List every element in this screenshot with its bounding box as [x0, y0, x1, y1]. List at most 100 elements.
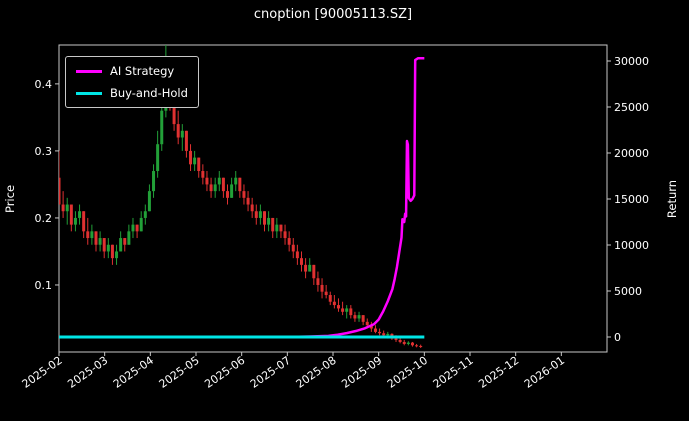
candle — [369, 321, 373, 332]
right-tick-label: 25000 — [614, 101, 649, 114]
legend: AI Strategy Buy-and-Hold — [65, 56, 199, 108]
candle — [135, 224, 139, 239]
right-tick-label: 15000 — [614, 193, 649, 206]
candle — [295, 244, 299, 265]
x-tick-label: 2025-03 — [65, 354, 110, 391]
candle — [73, 211, 77, 232]
candle — [316, 271, 320, 292]
candle — [69, 204, 73, 232]
candle — [357, 311, 361, 322]
left-tick-label: 0.3 — [35, 145, 53, 158]
candle — [94, 231, 98, 252]
candle — [65, 197, 69, 225]
candle — [180, 124, 184, 151]
candle — [258, 204, 262, 225]
candle — [90, 224, 94, 245]
right-axis-ticks: 0 5000 10000 15000 20000 25000 30000 — [607, 55, 649, 344]
candle — [332, 295, 336, 309]
left-axis-label: Price — [3, 185, 17, 213]
candle — [406, 341, 410, 346]
left-tick-label: 0.2 — [35, 212, 53, 225]
candle — [119, 231, 123, 252]
right-tick-label: 10000 — [614, 239, 649, 252]
x-tick-label: 2025-10 — [385, 354, 430, 391]
candle — [139, 211, 143, 232]
candle — [193, 150, 197, 172]
candle — [287, 231, 291, 252]
right-tick-label: 5000 — [614, 285, 642, 298]
candle — [353, 311, 357, 322]
x-tick-label: 2026-01 — [522, 354, 567, 391]
candle — [304, 258, 308, 279]
right-tick-label: 0 — [614, 331, 621, 344]
right-tick-label: 20000 — [614, 147, 649, 160]
candle — [102, 238, 106, 259]
x-tick-label: 2025-11 — [431, 354, 476, 391]
candle — [106, 238, 110, 259]
candle — [82, 211, 86, 239]
candle — [320, 278, 324, 299]
candle — [184, 130, 188, 158]
candle — [156, 130, 160, 178]
candle — [123, 238, 127, 252]
candle — [349, 305, 353, 319]
candle — [86, 217, 90, 245]
candle — [402, 339, 406, 346]
candle — [308, 258, 312, 272]
candle — [275, 217, 279, 239]
buy-and-hold-line-icon — [76, 91, 102, 95]
x-tick-label: 2025-05 — [157, 354, 202, 391]
candle — [242, 184, 246, 205]
candle — [267, 211, 271, 232]
candle — [147, 184, 151, 212]
x-axis-ticks: 2025-02 2025-03 2025-04 2025-05 2025-06 2025-… — [20, 352, 567, 391]
candle — [336, 298, 340, 312]
candle — [341, 301, 345, 316]
candle — [373, 325, 377, 334]
legend-label-ai-strategy: AI Strategy — [110, 64, 175, 78]
left-axis-ticks: 0.1 0.2 0.3 0.4 — [35, 78, 59, 292]
candle — [143, 204, 147, 225]
candle — [217, 171, 221, 192]
candle — [127, 224, 131, 245]
candle — [131, 217, 135, 239]
candle — [254, 204, 258, 225]
candle — [361, 315, 365, 326]
x-tick-label: 2025-12 — [476, 354, 521, 391]
candle — [98, 231, 102, 252]
candle — [205, 171, 209, 192]
candle — [324, 284, 328, 299]
candle — [115, 244, 119, 265]
candle — [197, 157, 201, 178]
candle — [59, 150, 61, 205]
candle — [415, 343, 419, 348]
ai-strategy-line-icon — [76, 69, 102, 73]
legend-label-buy-and-hold: Buy-and-Hold — [110, 86, 188, 100]
right-tick-label: 30000 — [614, 55, 649, 68]
candle — [263, 211, 266, 232]
x-tick-label: 2025-09 — [339, 354, 384, 391]
candle — [378, 328, 382, 336]
x-tick-label: 2025-07 — [248, 354, 293, 391]
candle — [250, 197, 254, 218]
candle — [328, 291, 332, 306]
candle — [78, 204, 82, 225]
candle — [345, 305, 349, 319]
candle — [312, 264, 316, 285]
candle — [189, 144, 193, 172]
candle — [419, 344, 423, 348]
candle — [176, 110, 180, 145]
candle — [238, 177, 242, 198]
left-tick-label: 0.4 — [35, 78, 53, 91]
x-tick-label: 2025-02 — [20, 354, 65, 391]
x-tick-label: 2025-06 — [202, 354, 247, 391]
candle — [283, 224, 287, 245]
candle — [279, 224, 283, 239]
left-tick-label: 0.1 — [35, 279, 53, 292]
candle — [209, 177, 213, 198]
x-tick-label: 2025-08 — [294, 354, 339, 391]
candle — [246, 191, 250, 212]
candle — [291, 238, 295, 259]
